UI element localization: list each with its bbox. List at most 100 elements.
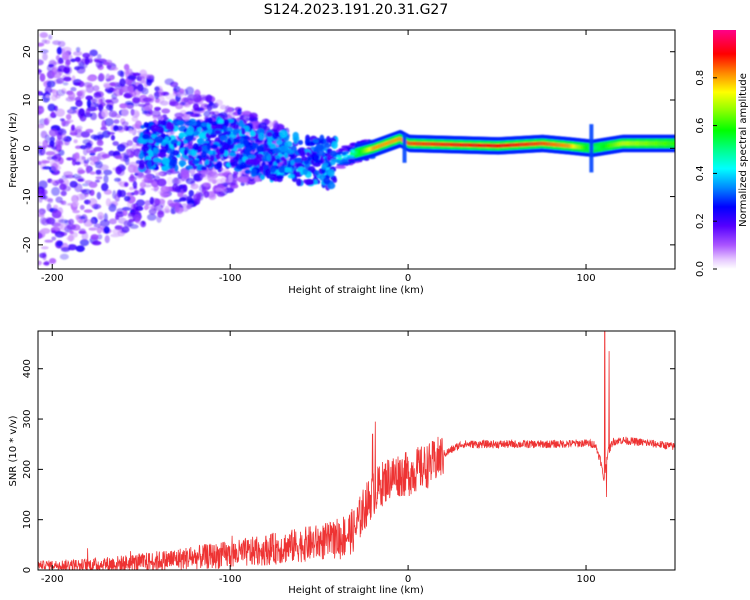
heat-blob [44, 260, 50, 266]
heat-blob [55, 55, 60, 61]
heat-blob [240, 181, 245, 186]
heat-blob [293, 137, 298, 145]
x-tick-label: -100 [219, 574, 242, 585]
heat-blob [241, 127, 246, 136]
x-tick-label: -100 [219, 273, 242, 284]
heat-blob [51, 146, 57, 150]
heat-blob [95, 169, 102, 175]
heat-blob [38, 160, 42, 166]
heat-blob [98, 73, 105, 82]
heat-blob [139, 75, 146, 84]
heat-blob [159, 151, 167, 159]
heat-band-core [470, 143, 473, 148]
heat-blob [248, 112, 258, 119]
heat-band-core [367, 147, 371, 152]
heat-blob [108, 150, 116, 157]
heat-blob [119, 103, 128, 109]
heat-band-core [440, 142, 443, 147]
heat-blob [183, 148, 188, 156]
heat-blob [113, 87, 123, 97]
heat-blob [74, 56, 81, 62]
heat-blob [245, 158, 254, 165]
heat-blob [138, 152, 145, 160]
heat-blob [316, 150, 325, 157]
heat-blob [275, 139, 283, 146]
heat-blob [91, 98, 98, 104]
heat-blob [48, 128, 58, 137]
heat-band-core [481, 143, 484, 148]
heat-band-core [407, 141, 410, 146]
heat-blob [276, 124, 285, 129]
heat-blob [38, 145, 43, 154]
heat-band-core [620, 141, 624, 146]
heat-band-core [498, 143, 501, 148]
heat-blob [178, 88, 185, 94]
heat-blob [279, 129, 288, 138]
heat-blob [51, 66, 59, 72]
heat-band-core [541, 141, 544, 146]
heat-blob [206, 142, 211, 151]
heat-blob [73, 139, 78, 144]
heat-blob [38, 210, 43, 216]
heat-band-core [518, 142, 521, 147]
y-tick-label: 200 [22, 460, 33, 479]
heat-blob [330, 150, 338, 158]
heat-blob [117, 70, 124, 77]
heat-blob [38, 105, 45, 115]
heat-blob [284, 140, 293, 148]
heat-band-core [438, 142, 442, 147]
heat-blob [94, 161, 101, 165]
heat-band-core [669, 141, 672, 146]
heat-blob [38, 232, 43, 240]
heat-blob [123, 92, 134, 99]
heat-blob [105, 104, 113, 111]
heat-band-core [532, 142, 536, 146]
heat-blob [105, 198, 112, 207]
heat-band-core [354, 151, 358, 156]
heat-blob [97, 211, 104, 221]
heat-blob [235, 143, 245, 149]
heat-blob [219, 104, 227, 110]
heat-blob [74, 128, 83, 138]
heat-band-core [552, 142, 556, 147]
heat-blob [214, 99, 224, 106]
colorbar-ticks: 0.0 0.2 0.4 0.6 0.8 [695, 70, 717, 277]
heat-band-core [542, 141, 546, 146]
heat-band-core [546, 142, 550, 146]
heat-band-core [396, 137, 399, 142]
heat-blob [101, 153, 111, 159]
heat-blob [125, 104, 134, 109]
heat-band-core [445, 142, 449, 147]
heat-band-core [618, 142, 621, 146]
heat-band-core [646, 141, 650, 146]
heat-band-core [657, 141, 661, 146]
heat-blob [337, 165, 347, 169]
colorbar-tick-label: 0.8 [695, 70, 706, 86]
heat-blob [121, 206, 132, 211]
colorbar-tick-label: 0.2 [695, 213, 706, 229]
spectrogram-x-ticks: -200 -100 0 100 [41, 30, 596, 284]
heat-band-core [447, 142, 450, 147]
heat-blob [102, 61, 111, 66]
heat-band-core [536, 141, 540, 146]
heat-band-core [461, 142, 464, 147]
heat-band-core [421, 141, 425, 146]
heat-blob [172, 139, 178, 145]
heat-band-core [650, 141, 654, 146]
heat-blob [123, 182, 129, 187]
heat-band-core [361, 149, 365, 154]
heat-blob [160, 192, 171, 197]
heat-band-core [565, 143, 568, 148]
heat-blob [244, 169, 251, 175]
heat-band-core [640, 141, 644, 146]
heat-band-core [630, 141, 634, 146]
heat-blob [336, 151, 341, 155]
heat-band-core [609, 143, 613, 148]
heat-blob [274, 132, 280, 138]
heat-blob [283, 152, 288, 159]
heat-blob [179, 197, 187, 202]
heat-blob [239, 114, 244, 121]
heat-band-core [370, 146, 373, 151]
heat-blob [177, 179, 183, 184]
heat-blob [42, 166, 52, 170]
